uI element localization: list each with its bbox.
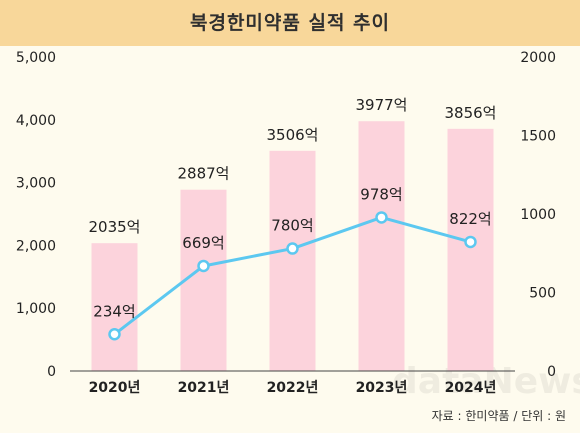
bar-2022년 — [269, 150, 316, 371]
line-data-label: 822억 — [449, 210, 491, 228]
line-data-label: 780억 — [271, 217, 313, 235]
line-point-2023년 — [375, 211, 388, 224]
line-data-label: 978억 — [360, 185, 402, 203]
line-point-2020년 — [108, 328, 121, 341]
bar-data-label: 3506억 — [267, 126, 319, 144]
bar-2020년 — [91, 243, 138, 371]
bar-data-label: 2035억 — [89, 218, 141, 236]
y-left-tick-label: 5,000 — [16, 50, 56, 66]
bar-2024년 — [447, 128, 494, 371]
y-left-tick-label: 2,000 — [16, 238, 56, 254]
bar-data-label: 2887억 — [178, 165, 230, 183]
y-right-tick-label: 500 — [529, 286, 556, 302]
y-right-tick-label: 0 — [547, 364, 556, 380]
line-data-label: 234억 — [93, 302, 135, 320]
x-tick-label: 2020년 — [89, 380, 141, 396]
bar-2021년 — [180, 189, 227, 371]
y-left-tick-label: 3,000 — [16, 176, 56, 192]
y-right-tick-label: 2000 — [520, 50, 556, 66]
title-banner — [0, 0, 580, 46]
line-point-2022년 — [286, 242, 299, 255]
y-left-tick-label: 4,000 — [16, 113, 56, 129]
bar-data-label: 3856억 — [445, 104, 497, 122]
source-note: 자료 : 한미약품 / 단위 : 원 — [431, 409, 566, 423]
line-point-2021년 — [197, 259, 210, 273]
x-tick-label: 2023년 — [356, 380, 408, 396]
bar-2023년 — [358, 121, 405, 371]
chart-title: 북경한미약품 실적 추이 — [189, 12, 391, 34]
y-right-tick-label: 1500 — [520, 129, 556, 145]
line-data-label: 669억 — [182, 234, 224, 252]
x-tick-label: 2024년 — [445, 380, 497, 396]
x-tick-label: 2022년 — [267, 380, 319, 396]
line-point-2024년 — [464, 235, 477, 249]
y-right-tick-label: 1000 — [520, 207, 556, 223]
x-tick-label: 2021년 — [178, 380, 230, 396]
bar-data-label: 3977억 — [356, 96, 408, 114]
y-left-tick-label: 0 — [47, 364, 56, 380]
y-left-tick-label: 1,000 — [16, 301, 56, 317]
